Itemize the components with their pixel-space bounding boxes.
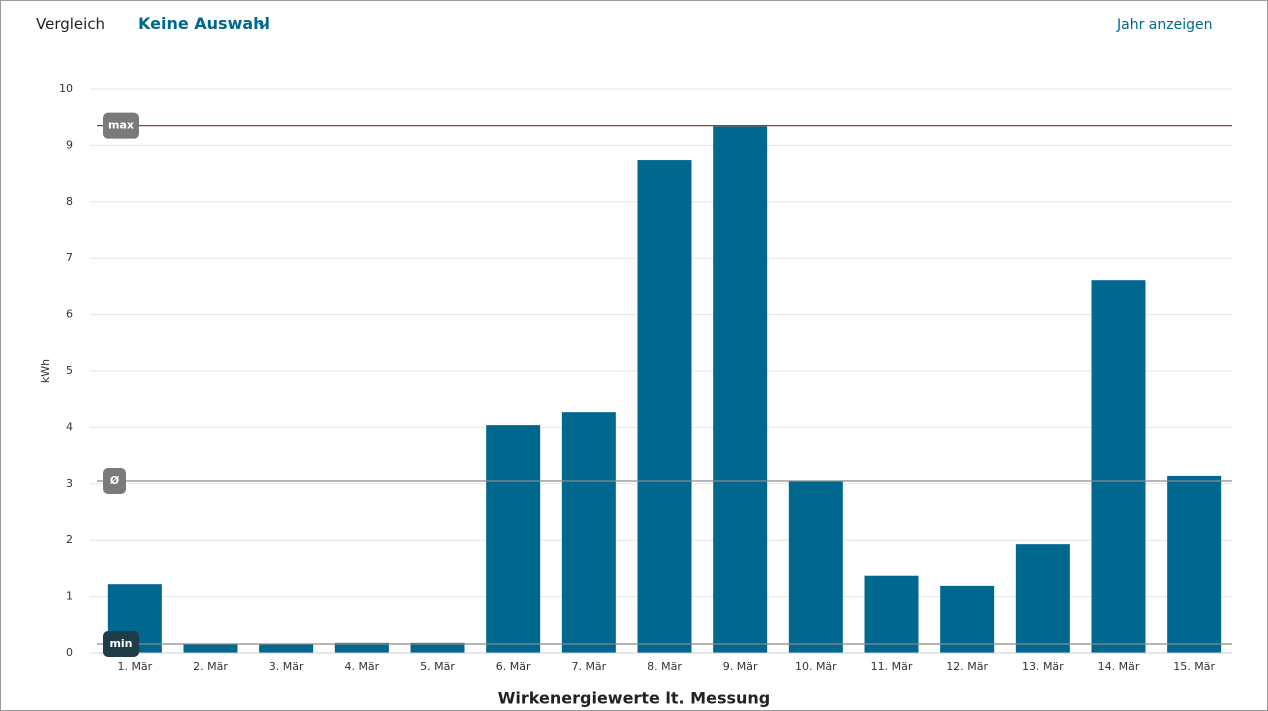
x-tick-label: 11. Mär [871,660,913,673]
x-tick-label: 15. Mär [1173,660,1215,673]
x-axis-title: Wirkenergiewerte lt. Messung [498,689,770,708]
bar [410,642,465,653]
x-tick-label: 10. Mär [795,660,837,673]
y-tick-label: 8 [66,195,73,208]
y-tick-label: 1 [66,590,73,603]
x-tick-label: 6. Mär [496,660,531,673]
x-tick-label: 4. Mär [344,660,379,673]
compare-label: Vergleich [36,15,106,33]
x-tick-label: 12. Mär [946,660,988,673]
x-tick-label: 5. Mär [420,660,455,673]
x-tick-label: 13. Mär [1022,660,1064,673]
bar [1167,475,1222,653]
reference-badge [103,630,139,657]
selection-dropdown[interactable]: Keine Auswahl [138,14,271,33]
x-tick-label: 14. Mär [1098,660,1140,673]
bar [334,642,389,653]
bar [486,425,541,653]
reference-label: min [109,637,132,650]
y-axis-label: kWh [39,359,52,383]
bar [1015,544,1070,653]
y-tick-label: 7 [66,251,73,264]
reference-label: max [108,119,134,132]
reference-badge [103,467,126,494]
x-tick-label: 2. Mär [193,660,228,673]
y-tick-label: 5 [66,364,73,377]
x-tick-label: 3. Mär [269,660,304,673]
dropdown-chevron[interactable] [258,21,268,29]
bar [637,160,692,653]
bar [259,643,314,653]
year-link[interactable]: Jahr anzeigen [1117,17,1213,33]
y-tick-label: 0 [66,646,73,659]
y-tick-label: 9 [66,138,73,151]
y-tick-label: 6 [66,308,73,321]
bar [183,643,238,653]
x-tick-label: 1. Mär [117,660,152,673]
bar [561,412,616,653]
reference-badge [103,112,139,139]
bar [788,480,843,653]
y-tick-label: 3 [66,477,73,490]
bar [713,126,768,653]
bar [864,575,919,653]
y-tick-label: 10 [59,82,73,95]
bar [940,585,995,653]
x-tick-label: 8. Mär [647,660,682,673]
x-tick-label: 9. Mär [723,660,758,673]
bar [1091,280,1146,653]
x-tick-label: 7. Mär [571,660,606,673]
y-tick-label: 2 [66,533,73,546]
y-tick-label: 4 [66,420,73,433]
reference-label: Ø [110,474,120,487]
